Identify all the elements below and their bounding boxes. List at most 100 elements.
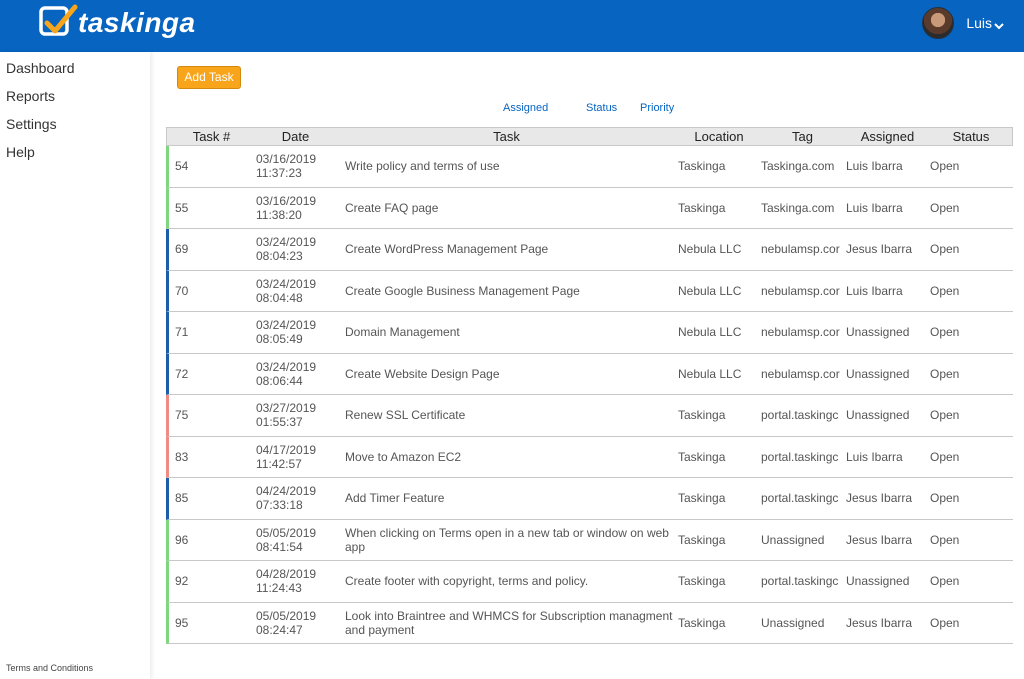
task-date-day: 03/24/2019 [256, 235, 317, 250]
column-header-location[interactable]: Location [694, 129, 744, 144]
column-header-status[interactable]: Status [952, 129, 990, 144]
table-row[interactable]: 96 05/05/2019 08:41:54 When clicking on Ter… [166, 519, 1013, 561]
task-tag: portal.taskingc [761, 491, 839, 506]
task-number: 85 [175, 491, 189, 506]
task-date-time: 08:06:44 [256, 373, 303, 388]
task-date-day: 05/05/2019 [256, 608, 317, 623]
column-header-task[interactable]: Task [493, 129, 520, 144]
task-number: 70 [175, 283, 189, 298]
task-assignee: Luis Ibarra [846, 159, 903, 174]
sidebar-item-dashboard[interactable]: Dashboard [6, 60, 75, 76]
column-header-assigned[interactable]: Assigned [860, 129, 915, 144]
task-assignee: Luis Ibarra [846, 283, 903, 298]
task-number: 92 [175, 574, 189, 589]
task-status: Open [930, 200, 960, 215]
task-title: When clicking on Terms open in a new tab… [345, 525, 669, 554]
task-tag: Unassigned [761, 615, 825, 630]
table-row[interactable]: 69 03/24/2019 08:04:23 Create WordPress Man… [166, 229, 1013, 271]
task-date: 03/24/2019 08:06:44 [256, 360, 340, 388]
task-status: Open [930, 325, 960, 340]
chevron-down-icon[interactable] [994, 18, 1004, 30]
task-date: 03/16/2019 11:38:20 [256, 194, 340, 222]
task-location: Taskinga [678, 159, 726, 174]
task-assignee: Jesus Ibarra [846, 491, 913, 506]
filter-assigned[interactable]: Assigned [503, 102, 549, 114]
task-title: Write policy and terms of use [345, 159, 500, 174]
column-header-tag[interactable]: Tag [792, 129, 813, 144]
user-menu[interactable]: Luis [922, 7, 1004, 39]
task-number: 71 [175, 325, 189, 340]
task-title: Create Google Business Management Page [345, 283, 580, 298]
task-status: Open [930, 242, 960, 257]
task-status: Open [930, 366, 960, 381]
task-number: 54 [175, 159, 189, 174]
avatar[interactable] [922, 7, 955, 39]
task-title: Domain Management [345, 325, 460, 340]
top-navbar: taskinga Luis [0, 0, 1024, 52]
table-row[interactable]: 72 03/24/2019 08:06:44 Create Website Desig… [166, 353, 1013, 395]
task-date: 04/24/2019 07:33:18 [256, 484, 340, 512]
column-header-date[interactable]: Date [281, 129, 310, 144]
brand-logo[interactable]: taskinga [38, 3, 196, 43]
task-title: Move to Amazon EC2 [345, 449, 462, 464]
task-location: Taskinga [678, 491, 726, 506]
task-date: 03/27/2019 01:55:37 [256, 401, 340, 429]
table-row[interactable]: 95 05/05/2019 08:24:47 Look into Braintree … [166, 602, 1013, 644]
task-date-time: 01:55:37 [256, 415, 303, 430]
task-tag: Taskinga.com [761, 200, 835, 215]
task-tag: nebulamsp.cor [761, 242, 840, 257]
task-status: Open [930, 491, 960, 506]
task-tag: nebulamsp.cor [761, 366, 840, 381]
task-location: Taskinga [678, 574, 726, 589]
task-status: Open [930, 408, 960, 423]
sidebar: Dashboard Reports Settings Help Terms an… [0, 52, 150, 679]
task-status: Open [930, 159, 960, 174]
task-assignee: Unassigned [846, 574, 910, 589]
task-assignee: Jesus Ibarra [846, 532, 913, 547]
task-date-day: 03/27/2019 [256, 401, 317, 416]
table-row[interactable]: 85 04/24/2019 07:33:18 Add Timer Feature Tas… [166, 478, 1013, 520]
task-assignee: Unassigned [846, 408, 910, 423]
task-title: Renew SSL Certificate [345, 408, 466, 423]
task-number: 69 [175, 242, 189, 257]
task-title: Create FAQ page [345, 200, 439, 215]
task-location: Taskinga [678, 615, 726, 630]
task-location: Taskinga [678, 200, 726, 215]
task-assignee: Unassigned [846, 366, 910, 381]
filter-priority[interactable]: Priority [640, 102, 675, 114]
table-row[interactable]: 75 03/27/2019 01:55:37 Renew SSL Certificat… [166, 395, 1013, 437]
add-task-button[interactable]: Add Task [177, 66, 241, 89]
table-header: Task # Date Task Location Tag Assigned S… [166, 127, 1013, 146]
task-date-time: 08:41:54 [256, 539, 303, 554]
table-row[interactable]: 71 03/24/2019 08:05:49 Domain Management Neb… [166, 312, 1013, 354]
table-body: 54 03/16/2019 11:37:23 Write policy and ter… [166, 146, 1013, 644]
filter-status[interactable]: Status [586, 102, 618, 114]
sidebar-item-reports[interactable]: Reports [6, 88, 56, 104]
task-location: Nebula LLC [678, 242, 742, 257]
column-header-task-num[interactable]: Task # [192, 129, 231, 144]
task-number: 96 [175, 532, 189, 547]
task-date-time: 11:38:20 [256, 207, 302, 222]
task-assignee: Luis Ibarra [846, 449, 903, 464]
task-date: 03/16/2019 11:37:23 [256, 152, 340, 180]
task-number: 72 [175, 366, 189, 381]
task-location: Taskinga [678, 532, 726, 547]
sidebar-item-settings[interactable]: Settings [6, 116, 57, 132]
task-date-time: 08:05:49 [256, 332, 303, 347]
task-table: Task # Date Task Location Tag Assigned S… [166, 127, 1013, 644]
table-row[interactable]: 92 04/28/2019 11:24:43 Create footer with c… [166, 561, 1013, 603]
terms-link[interactable]: Terms and Conditions [6, 663, 94, 673]
sidebar-item-help[interactable]: Help [6, 144, 35, 160]
table-row[interactable]: 70 03/24/2019 08:04:48 Create Google Busine… [166, 270, 1013, 312]
table-row[interactable]: 54 03/16/2019 11:37:23 Write policy and ter… [166, 146, 1013, 188]
task-date: 03/24/2019 08:04:48 [256, 277, 340, 305]
task-number: 75 [175, 408, 189, 423]
task-date-time: 07:33:18 [256, 498, 303, 513]
brand-name: taskinga [78, 7, 196, 38]
task-date: 05/05/2019 08:24:47 [256, 609, 340, 637]
table-row[interactable]: 83 04/17/2019 11:42:57 Move to Amazon EC2 Ta… [166, 436, 1013, 478]
table-row[interactable]: 55 03/16/2019 11:38:20 Create FAQ page Taski… [166, 187, 1013, 229]
task-date: 04/28/2019 11:24:43 [256, 567, 340, 595]
user-name[interactable]: Luis [966, 15, 992, 31]
task-tag: Unassigned [761, 532, 825, 547]
